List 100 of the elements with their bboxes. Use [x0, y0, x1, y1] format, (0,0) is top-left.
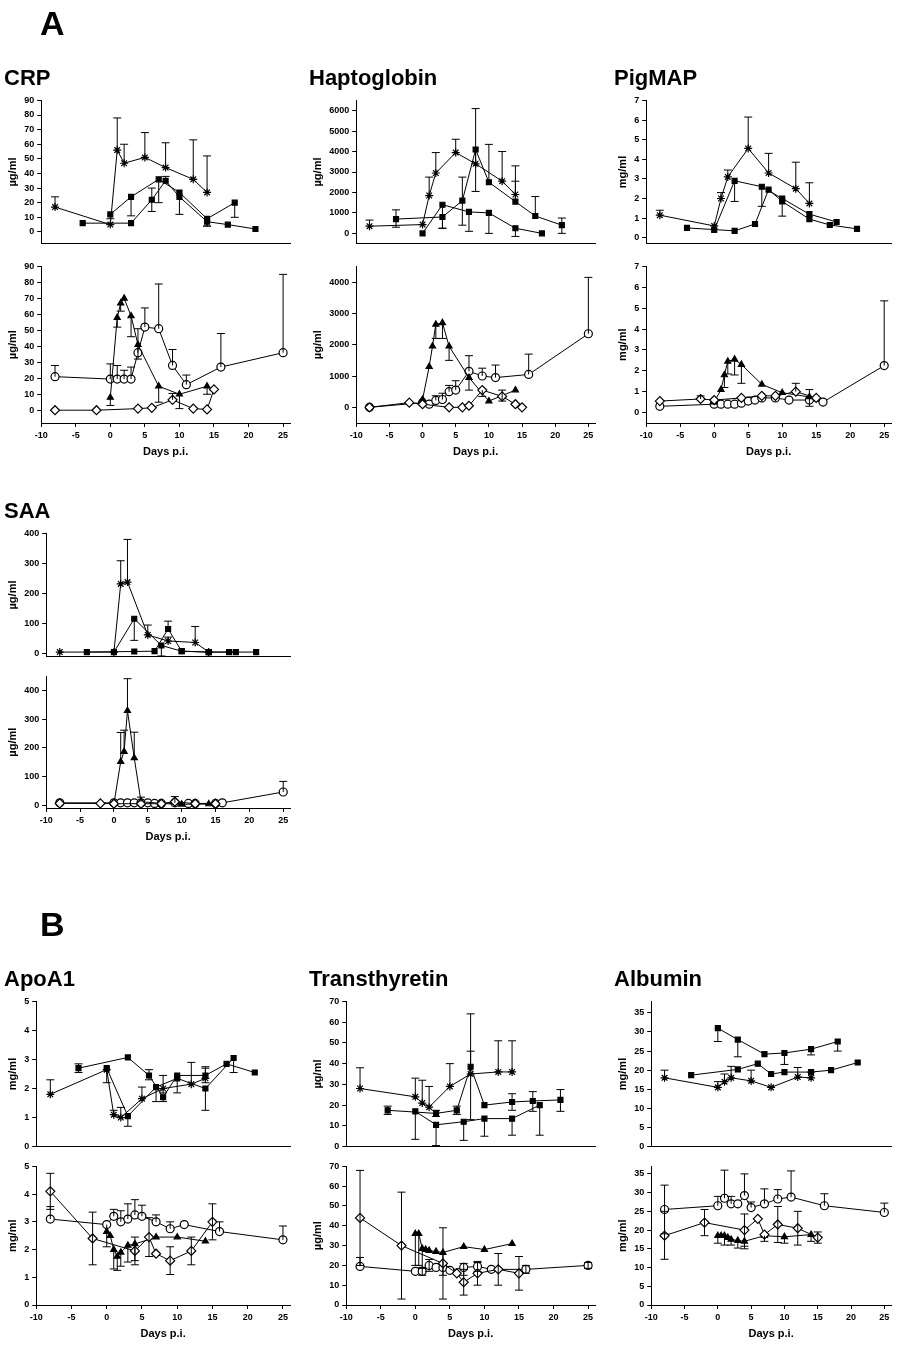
x-axis-title: Days p.i. [140, 1327, 186, 1340]
x-tick-label: 0 [104, 1311, 110, 1322]
y-axis-title: µg/ml [310, 1221, 323, 1251]
x-tick-label: 20 [845, 429, 856, 440]
y-tick-label: 300 [24, 713, 40, 724]
y-tick-label: 25 [634, 1205, 645, 1216]
y-tick-label: 2000 [329, 186, 350, 197]
x-tick-label: 25 [278, 429, 289, 440]
x-tick-label: -5 [680, 1311, 689, 1322]
y-tick-label: 0 [29, 226, 35, 237]
y-tick-label: 100 [24, 618, 40, 629]
y-tick-label: 70 [24, 124, 35, 135]
y-tick-label: 1 [634, 386, 640, 397]
x-tick-label: 10 [779, 1311, 790, 1322]
x-tick-label: 25 [879, 429, 890, 440]
y-tick-label: 0 [24, 1141, 30, 1152]
x-tick-label: 20 [244, 814, 255, 825]
x-tick-label: -10 [34, 429, 48, 440]
y-tick-label: 0 [344, 401, 350, 412]
y-tick-label: 25 [634, 1045, 645, 1056]
y-tick-label: 50 [329, 1200, 340, 1211]
x-tick-label: 20 [846, 1311, 857, 1322]
y-tick-label: 300 [24, 557, 40, 568]
y-tick-label: 30 [329, 1078, 340, 1089]
y-tick-label: 0 [334, 1141, 340, 1152]
y-tick-label: 400 [24, 527, 40, 538]
y-tick-label: 20 [634, 1224, 645, 1235]
y-tick-label: 5 [634, 134, 640, 145]
y-tick-label: 6 [634, 114, 640, 125]
y-tick-label: 0 [639, 1299, 645, 1310]
y-tick-label: 40 [329, 1058, 340, 1069]
chart-title: ApoA1 [4, 966, 75, 992]
y-tick-label: 0 [634, 407, 640, 418]
y-tick-label: 5 [639, 1280, 645, 1291]
y-tick-label: 20 [24, 372, 35, 383]
y-tick-label: 4 [634, 153, 640, 164]
y-tick-label: 4 [634, 323, 640, 334]
y-tick-label: 6000 [329, 105, 350, 116]
y-tick-label: 0 [29, 404, 35, 415]
y-tick-label: 70 [24, 292, 35, 303]
x-tick-label: 10 [483, 429, 494, 440]
y-tick-label: 90 [24, 94, 35, 105]
x-tick-label: 20 [550, 429, 561, 440]
y-tick-label: 10 [634, 1102, 645, 1113]
y-tick-label: 200 [24, 587, 40, 598]
y-tick-label: 1 [634, 212, 640, 223]
y-tick-label: 400 [24, 685, 40, 696]
x-tick-label: 5 [145, 814, 151, 825]
y-tick-label: 50 [329, 1037, 340, 1048]
y-tick-label: 0 [634, 232, 640, 243]
y-tick-label: 2000 [329, 339, 350, 350]
y-tick-label: 5 [24, 995, 30, 1006]
x-axis-title: Days p.i. [142, 445, 189, 458]
y-tick-label: 3 [634, 344, 640, 355]
y-tick-label: 2 [24, 1244, 30, 1255]
x-tick-label: 25 [879, 1311, 890, 1322]
chart-title: Transthyretin [309, 966, 449, 992]
x-tick-label: 20 [548, 1311, 559, 1322]
y-axis-title: µg/ml [310, 330, 323, 360]
x-axis-title: Days p.i. [145, 830, 191, 843]
y-tick-label: 10 [24, 211, 35, 222]
x-tick-label: 20 [242, 1311, 253, 1322]
x-tick-label: 0 [111, 814, 117, 825]
y-tick-label: 3 [24, 1053, 30, 1064]
x-tick-label: 5 [748, 1311, 754, 1322]
chart-title: PigMAP [614, 65, 698, 91]
x-tick-label: 5 [745, 429, 751, 440]
x-axis-title: Days p.i. [447, 1327, 494, 1340]
y-tick-label: 35 [634, 1168, 645, 1179]
x-tick-label: 10 [176, 814, 187, 825]
y-tick-label: 80 [24, 276, 35, 287]
y-axis-title: mg/ml [615, 155, 628, 189]
text: B [40, 905, 65, 944]
y-axis-title: mg/ml [615, 328, 628, 361]
x-tick-label: 10 [479, 1311, 490, 1322]
y-tick-label: 5 [639, 1121, 645, 1132]
y-tick-label: 1 [24, 1112, 30, 1123]
y-tick-label: 1 [24, 1271, 30, 1282]
x-tick-label: 15 [207, 1311, 218, 1322]
chart-title: CRP [4, 65, 51, 91]
x-tick-label: 5 [447, 1311, 453, 1322]
x-tick-label: 10 [777, 429, 788, 440]
y-tick-label: 60 [329, 1180, 340, 1191]
y-tick-label: 5000 [329, 125, 350, 136]
x-tick-label: 0 [420, 429, 426, 440]
y-tick-label: 1000 [329, 370, 350, 381]
x-tick-label: 15 [208, 429, 219, 440]
y-tick-label: 10 [329, 1279, 340, 1290]
y-tick-label: 60 [329, 1016, 340, 1027]
x-tick-label: 0 [107, 429, 113, 440]
y-tick-label: 15 [634, 1083, 645, 1094]
y-tick-label: 0 [24, 1299, 30, 1310]
y-axis-title: µg/ml [5, 157, 18, 187]
y-tick-label: 10 [634, 1262, 645, 1273]
y-tick-label: 1000 [329, 207, 350, 218]
y-tick-label: 7 [634, 94, 640, 105]
x-tick-label: -10 [639, 429, 653, 440]
x-tick-label: -5 [376, 1311, 385, 1322]
y-tick-label: 2 [634, 192, 640, 203]
x-axis-title: Days p.i. [452, 445, 499, 458]
